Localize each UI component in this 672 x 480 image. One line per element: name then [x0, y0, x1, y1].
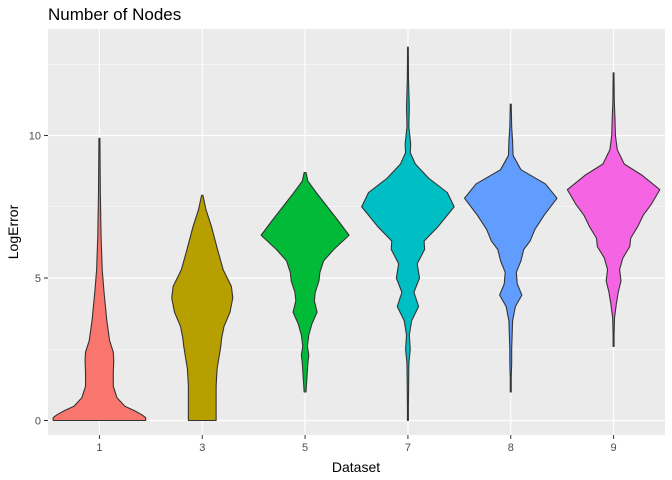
y-tick-label: 0 — [35, 416, 41, 428]
y-tick-label: 10 — [29, 131, 41, 143]
violin-9 — [566, 72, 661, 347]
x-tick-label: 3 — [199, 442, 205, 454]
x-tick-label: 8 — [508, 442, 514, 454]
violin-3 — [171, 194, 234, 422]
y-tick-label: 5 — [35, 273, 41, 285]
y-axis-title: LogError — [5, 204, 21, 259]
axes: 0 5 10 1 3 5 7 8 9 — [29, 131, 617, 455]
violin-5 — [260, 172, 350, 393]
chart-title: Number of Nodes — [48, 5, 181, 24]
x-tick-label: 5 — [302, 442, 308, 454]
plot-panel — [48, 29, 665, 435]
violin-8 — [463, 103, 558, 393]
violins — [52, 46, 661, 422]
x-tick-label: 1 — [96, 442, 102, 454]
x-axis-title: Dataset — [332, 459, 380, 475]
violin-1 — [52, 137, 147, 422]
x-tick-label: 9 — [611, 442, 617, 454]
x-tick-label: 7 — [405, 442, 411, 454]
violin-7 — [361, 46, 455, 422]
